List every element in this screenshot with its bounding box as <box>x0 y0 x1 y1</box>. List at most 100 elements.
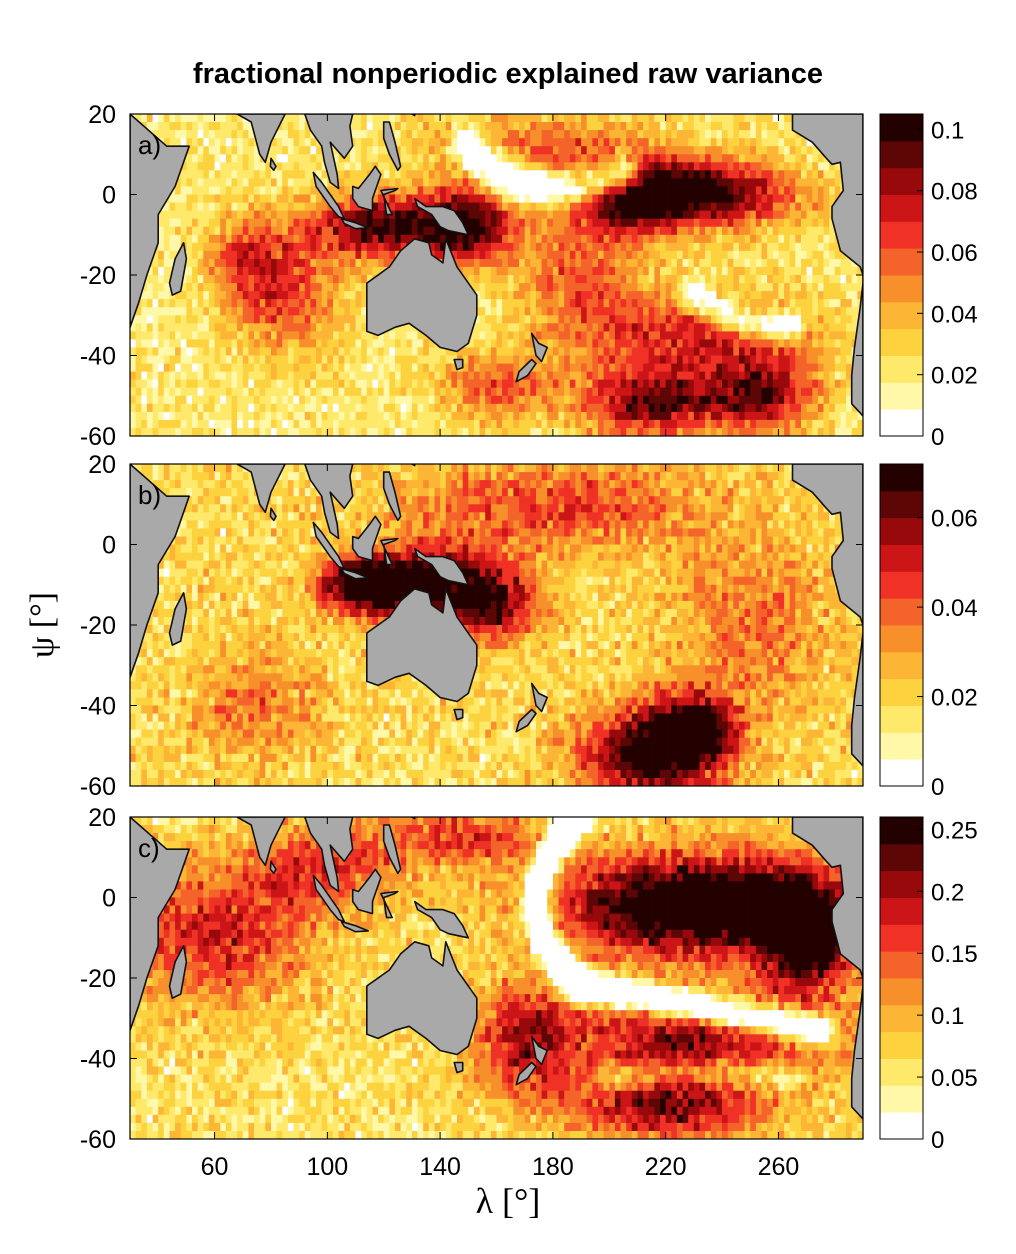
land-java <box>340 920 369 933</box>
land-srilanka <box>269 157 277 172</box>
y-tick-label: -60 <box>80 773 116 801</box>
land-newguinea <box>413 547 470 586</box>
panel-label: c) <box>138 833 160 863</box>
colorbar-c: 0 0.05 0.1 0.15 0.2 0.25 <box>879 816 978 1154</box>
colorbar-segment <box>880 870 923 898</box>
colorbar-tick-label: 0.04 <box>931 301 978 328</box>
colorbar-segment <box>880 490 923 519</box>
y-tick-label: -20 <box>80 965 116 993</box>
panel-label: b) <box>138 480 161 510</box>
colorbar-segment <box>880 678 923 706</box>
colorbar-segment <box>880 409 923 437</box>
colorbar-segment <box>880 759 923 787</box>
land-madagascar <box>168 592 188 646</box>
colorbar-segment <box>880 167 923 195</box>
colorbar-segment <box>880 651 923 680</box>
land-tasmania <box>453 1061 464 1074</box>
land-philippines <box>382 471 402 522</box>
land-c <box>130 817 863 1120</box>
x-tick-label: 180 <box>532 1153 574 1181</box>
colorbar-segment <box>880 1085 923 1113</box>
y-tick-label: 0 <box>102 182 116 210</box>
colorbar-tick-label: 0.02 <box>931 363 978 390</box>
colorbar-segment <box>880 978 923 1006</box>
land-australia <box>366 588 478 703</box>
y-tick-label: 0 <box>102 885 116 913</box>
colorbar-tick-label: 0.15 <box>931 941 978 968</box>
colorbar-tick-label: 0.04 <box>931 595 978 622</box>
land-borneo <box>351 515 382 562</box>
land-b <box>130 464 863 767</box>
heatmap-field-b <box>130 464 863 786</box>
y-tick-label: 20 <box>88 101 116 129</box>
land-newguinea <box>413 900 470 939</box>
land-nzn <box>530 682 548 713</box>
y-tick-label: 0 <box>102 532 116 560</box>
land-sulawesi <box>380 537 399 566</box>
colorbar-tick-label: 0.05 <box>931 1065 978 1092</box>
colorbar-tick-label: 0.02 <box>931 685 978 712</box>
colorbar-tick-label: 0.06 <box>931 506 978 533</box>
colorbar-segment <box>880 517 923 545</box>
land-nzn <box>530 332 548 363</box>
colorbar-segment <box>880 382 923 410</box>
colorbar-segment <box>880 598 923 626</box>
colorbar-tick-label: 0 <box>931 424 944 451</box>
colorbar-segment <box>880 1031 923 1059</box>
land-africa <box>130 114 190 329</box>
land-madagascar <box>168 945 188 999</box>
colorbar-segment <box>880 625 923 653</box>
land-nzs <box>515 708 537 733</box>
colorbar-segment <box>880 301 923 330</box>
land-java <box>340 217 369 230</box>
colorbar-segment <box>880 114 923 142</box>
colorbar-tick-label: 0.1 <box>931 1003 964 1030</box>
land-srilanka <box>269 507 277 522</box>
y-tick-label: -40 <box>80 693 116 721</box>
land-nzs <box>515 358 537 383</box>
colorbar-segment <box>880 355 923 383</box>
land-seasia <box>304 114 354 190</box>
x-tick-label: 220 <box>645 1153 687 1181</box>
land-philippines <box>382 121 402 172</box>
y-tick-label: -20 <box>80 262 116 290</box>
colorbar-tick-label: 0.1 <box>931 117 964 144</box>
colorbar-segment <box>880 194 923 222</box>
figure-title: fractional nonperiodic explained raw var… <box>192 58 824 90</box>
colorbar-segment <box>880 732 923 760</box>
y-tick-label: -20 <box>80 612 116 640</box>
land-seasia <box>304 464 354 540</box>
land-americas <box>791 114 863 417</box>
colorbar-segment <box>880 571 923 599</box>
land-seasia <box>304 817 354 893</box>
land-srilanka <box>269 860 277 875</box>
panel-label: a) <box>138 130 161 160</box>
colorbar-segment <box>880 275 923 303</box>
colorbar-frame <box>879 463 924 787</box>
land-a <box>130 114 863 417</box>
colorbar-segment <box>880 817 923 845</box>
colorbar-segment <box>880 544 923 572</box>
colorbar-segment <box>880 221 923 249</box>
x-tick-label: 60 <box>201 1153 229 1181</box>
land-india <box>236 817 286 867</box>
colorbar-b: 0 0.02 0.04 0.06 <box>879 463 978 801</box>
land-sulawesi <box>380 187 399 216</box>
panel-b: b) 20 0 -20 -40 -60 0 0.02 0.04 0.06 <box>80 451 978 801</box>
colorbar-tick-label: 0.2 <box>931 879 964 906</box>
heatmap-field-c <box>130 817 863 1139</box>
colorbar-segment <box>880 705 923 733</box>
land-australia <box>366 238 478 353</box>
colorbar-frame <box>879 113 924 437</box>
colorbar-segment <box>880 924 923 952</box>
colorbar-tick-label: 0.25 <box>931 817 978 844</box>
land-madagascar <box>168 242 188 296</box>
land-philippines <box>382 824 402 875</box>
x-tick-label: 260 <box>758 1153 800 1181</box>
land-borneo <box>351 165 382 212</box>
colorbar-segment <box>880 1004 923 1033</box>
colorbar-segment <box>880 328 923 356</box>
land-nzs <box>515 1061 537 1086</box>
land-africa <box>130 464 190 679</box>
